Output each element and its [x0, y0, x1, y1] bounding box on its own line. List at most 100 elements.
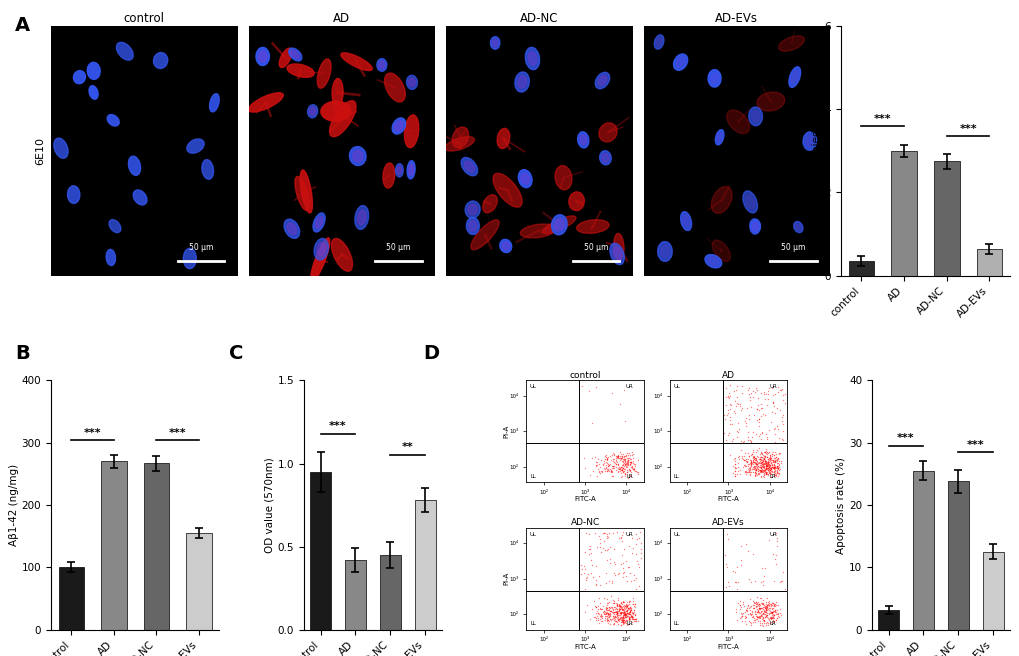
Point — [755, 615, 771, 625]
Ellipse shape — [745, 195, 754, 209]
Point — [613, 597, 630, 607]
Point — [764, 397, 781, 407]
Ellipse shape — [525, 47, 539, 70]
Point — [768, 462, 785, 473]
Point — [759, 454, 775, 464]
Point — [599, 461, 615, 471]
Y-axis label: PI-A: PI-A — [503, 572, 510, 586]
Point — [745, 456, 761, 466]
Point — [615, 607, 632, 617]
Point — [767, 597, 784, 607]
Ellipse shape — [249, 92, 283, 112]
Point — [771, 385, 788, 396]
Ellipse shape — [528, 52, 536, 65]
Point — [751, 604, 767, 615]
Text: ***: *** — [84, 428, 101, 438]
Point — [760, 608, 776, 619]
Point — [755, 454, 771, 464]
Point — [621, 615, 637, 625]
Point — [760, 464, 776, 474]
Point — [765, 466, 782, 477]
Point — [762, 607, 779, 618]
Point — [755, 616, 771, 626]
Point — [608, 611, 625, 622]
Point — [618, 459, 634, 469]
Point — [736, 460, 752, 470]
Text: UR: UR — [768, 384, 776, 389]
Point — [605, 457, 622, 468]
Point — [717, 400, 734, 411]
Ellipse shape — [653, 35, 663, 49]
Ellipse shape — [727, 110, 749, 134]
Ellipse shape — [202, 159, 213, 179]
Point — [756, 608, 772, 619]
Point — [763, 608, 780, 619]
Point — [607, 527, 624, 537]
Point — [768, 468, 785, 479]
Point — [754, 621, 770, 631]
Point — [748, 611, 764, 622]
Point — [761, 460, 777, 470]
Point — [605, 615, 622, 625]
Point — [744, 464, 760, 474]
Point — [590, 466, 606, 477]
Point — [745, 596, 761, 607]
Point — [609, 452, 626, 462]
Text: UL: UL — [673, 531, 680, 537]
Point — [727, 459, 743, 469]
Point — [615, 608, 632, 619]
Point — [764, 611, 781, 621]
Point — [744, 600, 760, 610]
Point — [762, 607, 779, 618]
Point — [612, 604, 629, 615]
Point — [764, 455, 781, 466]
Point — [622, 465, 638, 476]
Point — [760, 459, 776, 470]
Point — [597, 451, 613, 462]
Point — [597, 611, 613, 621]
Point — [763, 603, 780, 613]
Point — [627, 615, 643, 626]
Point — [623, 613, 639, 624]
Point — [619, 467, 635, 478]
Ellipse shape — [499, 239, 512, 253]
Point — [622, 470, 638, 481]
Point — [614, 611, 631, 621]
Point — [614, 527, 631, 537]
Point — [613, 536, 630, 546]
Point — [584, 466, 600, 476]
Ellipse shape — [469, 220, 476, 231]
Point — [598, 607, 614, 618]
Point — [610, 462, 627, 472]
Point — [752, 452, 768, 462]
Point — [584, 572, 600, 583]
Point — [623, 576, 639, 586]
Point — [769, 463, 786, 474]
Point — [721, 415, 738, 426]
Point — [727, 384, 743, 395]
Ellipse shape — [751, 222, 758, 230]
Ellipse shape — [609, 243, 624, 264]
Point — [742, 618, 758, 628]
Point — [597, 567, 613, 578]
Point — [614, 562, 631, 573]
Point — [609, 614, 626, 625]
Point — [750, 599, 766, 609]
Point — [759, 620, 775, 630]
Point — [598, 605, 614, 615]
Point — [616, 599, 633, 609]
Point — [723, 436, 740, 446]
Point — [752, 447, 768, 458]
Point — [751, 600, 767, 611]
Point — [764, 605, 781, 616]
Point — [752, 455, 768, 465]
Ellipse shape — [451, 127, 469, 148]
Point — [766, 457, 783, 467]
Y-axis label: Apoptosis rate (%): Apoptosis rate (%) — [836, 457, 846, 554]
X-axis label: FITC-A: FITC-A — [717, 644, 739, 650]
Point — [755, 615, 771, 625]
Point — [770, 433, 787, 443]
Point — [759, 461, 775, 471]
Point — [605, 598, 622, 608]
Point — [614, 466, 631, 477]
